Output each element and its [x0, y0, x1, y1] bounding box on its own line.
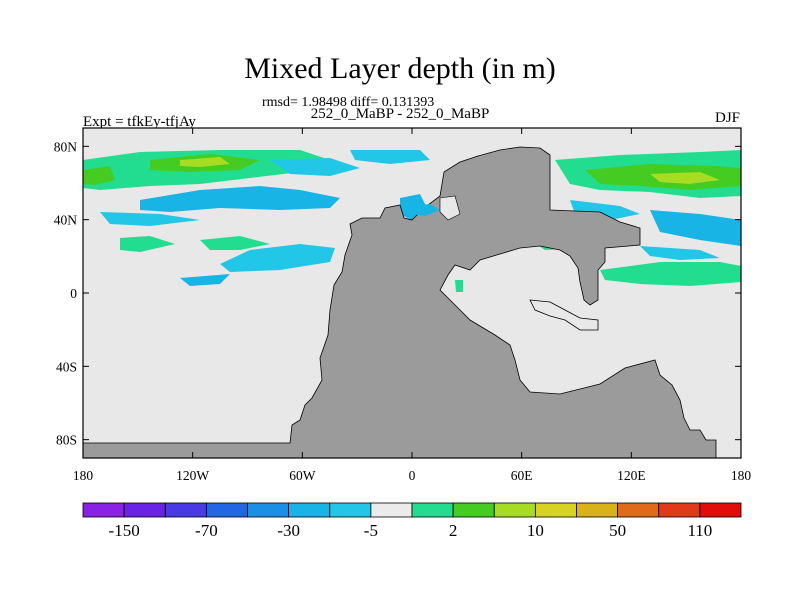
colorbar-label: 10 [527, 521, 544, 540]
colorbar-swatch [82, 502, 125, 518]
x-tick-label: 0 [409, 468, 416, 483]
colorbar-swatch [288, 502, 331, 518]
colorbar-label: -5 [364, 521, 378, 540]
x-tick-label: 120E [617, 468, 646, 483]
colorbar-swatch [247, 502, 290, 518]
y-tick-label: 40S [56, 359, 77, 374]
colorbar-swatch [452, 502, 495, 518]
y-tick-label: 80S [56, 433, 77, 448]
colorbar-swatch [617, 502, 660, 518]
season-label: DJF [714, 110, 740, 126]
y-tick-label: 0 [70, 286, 77, 301]
x-tick-label: 60E [511, 468, 533, 483]
colorbar-label: -70 [195, 521, 218, 540]
field-contours [83, 150, 741, 292]
colorbar-label: -150 [109, 521, 140, 540]
colorbar-swatch [493, 502, 536, 518]
colorbar-swatch [411, 502, 454, 518]
plot-title: Mixed Layer depth (in m) [244, 52, 556, 85]
colorbar-label: 110 [687, 521, 712, 540]
colorbar [82, 502, 742, 518]
colorbar-swatch [658, 502, 701, 518]
colorbar-swatch [123, 502, 166, 518]
colorbar-label: 50 [609, 521, 626, 540]
x-tick-label: 120W [176, 468, 209, 483]
x-tick-label: 180 [731, 468, 752, 483]
colorbar-swatch [329, 502, 372, 518]
y-tick-label: 80N [54, 139, 78, 154]
y-tick-label: 40N [54, 213, 78, 228]
colorbar-swatch [699, 502, 742, 518]
x-axis: 180 120W 60W 0 60E 120E 180 [73, 128, 752, 483]
colorbar-swatch [164, 502, 207, 518]
land-masses [82, 146, 717, 459]
colorbar-swatch [576, 502, 619, 518]
colorbar-label: -30 [277, 521, 300, 540]
colorbar-swatch [370, 502, 413, 518]
x-tick-label: 180 [73, 468, 94, 483]
y-axis: 80N 40N 0 40S 80S [54, 139, 741, 448]
stats-line: rmsd= 1.98498 diff= 0.131393 [262, 95, 435, 110]
colorbar-label: 2 [449, 521, 458, 540]
colorbar-swatch [205, 502, 248, 518]
x-tick-label: 60W [289, 468, 316, 483]
colorbar-swatch [534, 502, 577, 518]
colorbar-labels: -150 -70 -30 -5 2 10 50 110 [109, 521, 713, 540]
experiment-label: Expt = tfkEy-tfjAy [83, 114, 196, 130]
plot-subtitle: 252_0_MaBP - 252_0_MaBP [310, 106, 490, 122]
